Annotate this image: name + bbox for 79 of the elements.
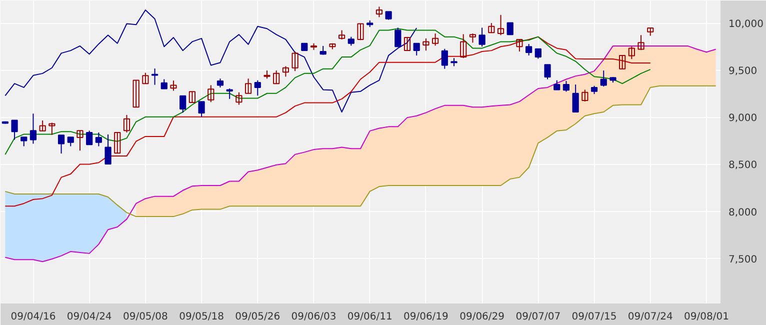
candlestick: [357, 23, 364, 41]
candlestick: [123, 114, 130, 134]
candlestick: [76, 130, 84, 151]
candlestick: [638, 34, 644, 50]
y-tick-label: 9,000: [728, 113, 758, 124]
x-tick-label: 09/08/01: [684, 312, 729, 322]
candlestick: [376, 6, 383, 18]
candlestick: [67, 136, 74, 147]
candlestick: [432, 33, 439, 46]
candlestick: [572, 84, 579, 113]
candlestick: [132, 80, 140, 108]
x-tick-label: 09/04/24: [66, 312, 112, 322]
candlestick: [628, 46, 635, 60]
candlestick: [180, 95, 186, 114]
candlestick: [526, 43, 532, 56]
candlestick: [236, 92, 242, 106]
candlestick: [497, 14, 504, 36]
y-tick-label: 8,000: [728, 207, 758, 218]
candlestick: [422, 38, 430, 52]
candlestick: [86, 130, 93, 146]
candlestick: [188, 91, 196, 104]
candlestick: [404, 36, 411, 52]
candlestick: [478, 27, 486, 48]
candlestick: [151, 68, 158, 86]
candlestick: [198, 101, 205, 118]
candlestick: [619, 54, 626, 70]
x-tick-label: 09/06/03: [291, 312, 336, 322]
candlestick: [338, 30, 346, 40]
candlestick: [254, 80, 261, 96]
y-tick-label: 10,000: [728, 19, 764, 30]
candlestick: [562, 80, 570, 92]
x-tick-label: 09/05/26: [235, 312, 280, 322]
candlestick: [394, 27, 402, 48]
line-series: [4, 28, 651, 155]
candlestick: [104, 134, 112, 164]
x-tick-label: 09/05/08: [122, 312, 168, 322]
candlestick: [114, 132, 121, 154]
candlestick: [292, 51, 298, 72]
x-tick-label: 09/06/11: [347, 312, 392, 322]
y-tick-label: 8,500: [728, 160, 758, 172]
candlestick: [534, 48, 542, 60]
line-series: [4, 85, 716, 218]
candlestick: [506, 22, 514, 36]
x-tick-label: 09/06/19: [404, 312, 448, 322]
x-tick-label: 09/06/29: [460, 312, 505, 322]
candlestick: [170, 80, 177, 92]
candlestick: [488, 22, 495, 34]
candlestick: [244, 78, 252, 94]
candlestick: [600, 70, 607, 88]
line-series: [4, 36, 651, 207]
candlestick: [460, 34, 467, 59]
candlestick: [95, 132, 102, 147]
x-tick-label: 09/04/16: [10, 312, 56, 322]
candlestick: [208, 84, 214, 103]
candlestick: [441, 48, 448, 70]
candlestick: [582, 89, 588, 102]
candlestick: [30, 113, 37, 144]
x-tick-label: 09/07/07: [516, 312, 561, 322]
candlestick: [413, 42, 420, 56]
candlestick: [142, 72, 149, 84]
candlestick: [469, 33, 476, 44]
candlestick: [11, 120, 18, 140]
candlestick: [516, 38, 523, 52]
candlestick: [58, 134, 65, 154]
candlestick: [554, 80, 560, 90]
y-tick-label: 9,500: [728, 66, 758, 78]
x-tick-label: 09/07/24: [628, 312, 673, 322]
x-tick-label: 09/07/15: [572, 312, 617, 322]
y-tick-label: 7,500: [728, 254, 758, 266]
candlestick: [544, 64, 551, 80]
candlestick: [48, 122, 56, 136]
x-tick-label: 09/05/18: [179, 312, 224, 322]
candlestick: [226, 88, 233, 100]
candlestick: [273, 70, 280, 84]
line-series: [4, 10, 418, 113]
candlestick: [282, 66, 289, 78]
candlestick: [20, 136, 28, 147]
candlestick: [160, 78, 168, 90]
candlestick: [39, 120, 46, 132]
